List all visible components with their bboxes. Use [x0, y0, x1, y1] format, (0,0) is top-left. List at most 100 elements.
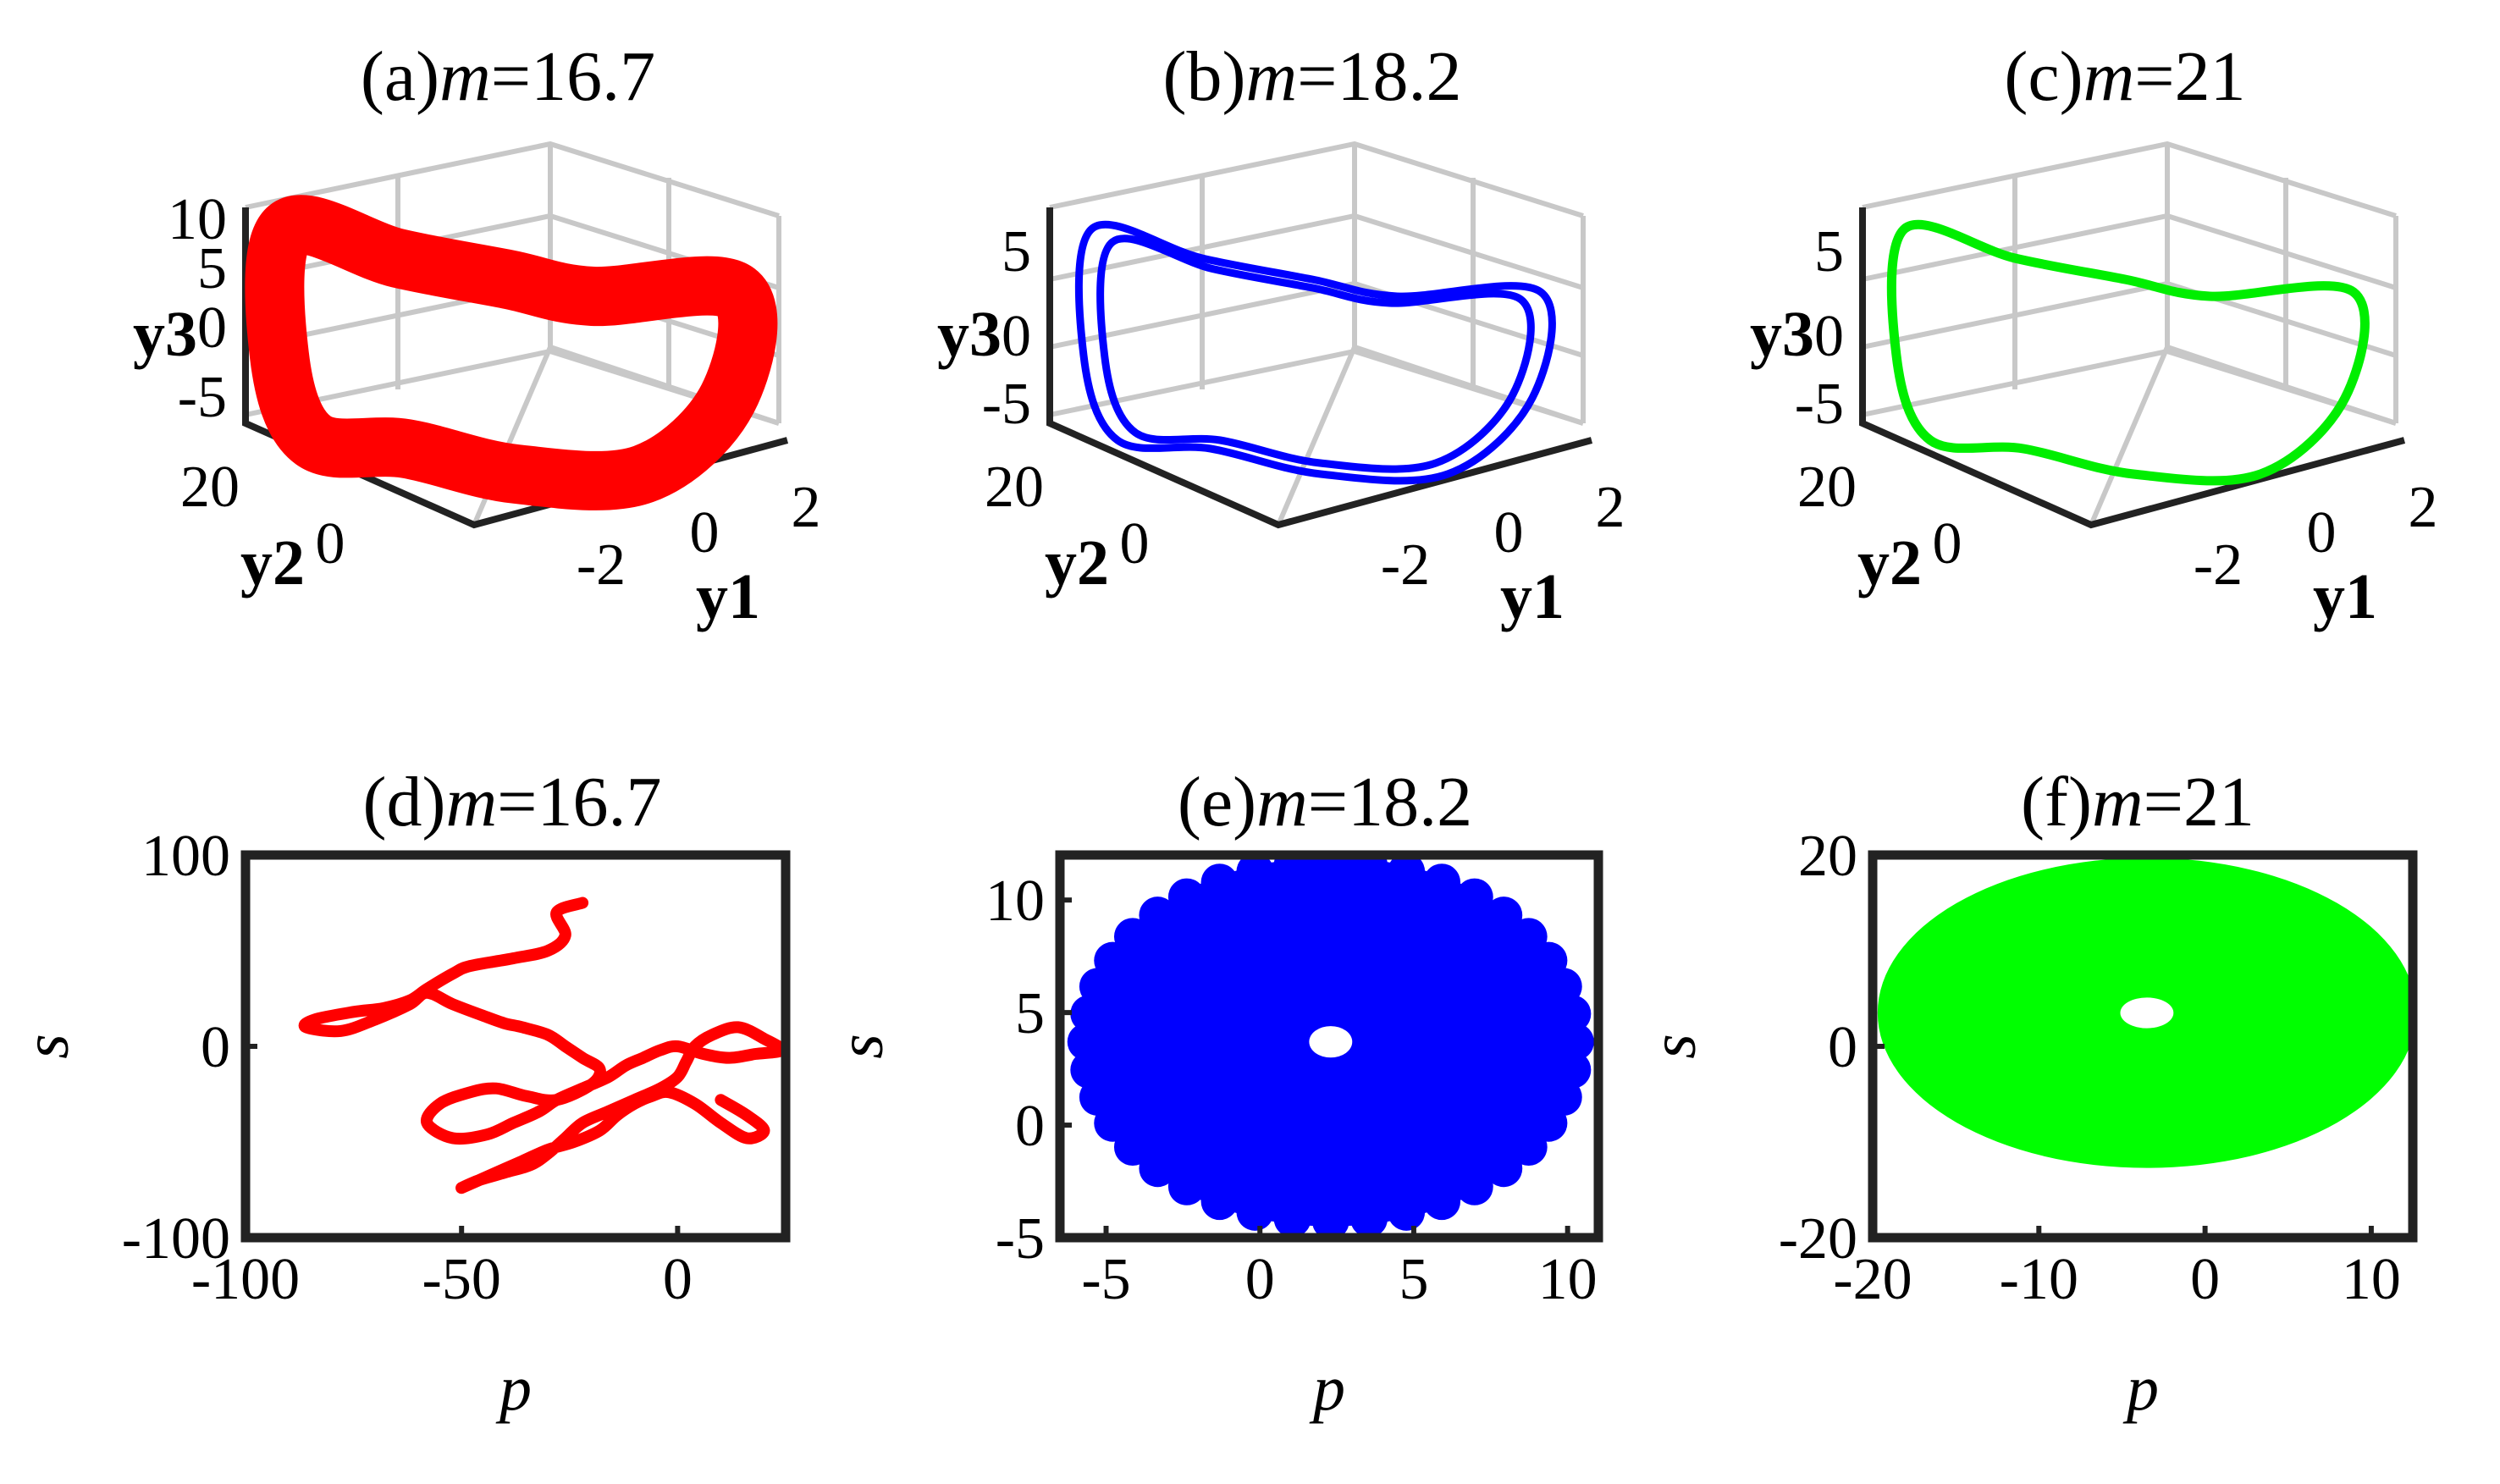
panel-title-a-var: m: [439, 37, 491, 116]
y-tick-label: 5: [1015, 981, 1045, 1046]
y-axis-label: s: [1638, 1034, 1709, 1059]
trajectory-point: [1485, 1150, 1523, 1188]
x-tick-label: -2: [2194, 532, 2243, 598]
grid-line: [1862, 141, 2397, 218]
trajectory-point: [1556, 1023, 1594, 1061]
z-axis-label: y3: [937, 299, 1002, 370]
z-tick-label: 5: [197, 236, 227, 301]
trajectory-point: [1554, 995, 1592, 1033]
y-tick-label: 20: [180, 455, 240, 520]
y-axis-label: y2: [240, 527, 305, 599]
z-tick-label: 0: [197, 295, 227, 361]
x-axis-label: p: [495, 1353, 532, 1424]
panel-title-e: (e)m=18.2: [1178, 763, 1472, 841]
y-tick-label: 0: [201, 1015, 230, 1080]
y-tick-label: 10: [985, 869, 1045, 934]
grid-verticals-inner: [1200, 175, 1476, 389]
plot-area: [1877, 858, 2413, 1168]
x-tick-label: -5: [1081, 1247, 1130, 1312]
y-tick-label: 0: [1120, 511, 1150, 576]
grid-line: [1049, 141, 1584, 218]
panel-title-e-value: =18.2: [1308, 763, 1472, 841]
y-tick-label: -100: [122, 1206, 230, 1272]
trajectory-band: [245, 195, 778, 510]
trajectory-point: [1139, 1150, 1177, 1188]
trajectory-point: [1350, 1200, 1388, 1238]
x-tick-label: 2: [1596, 475, 1625, 540]
z-tick-label: 10: [168, 187, 227, 252]
trajectory-point: [1350, 855, 1388, 884]
axes-3d: [1046, 207, 1593, 529]
grid-3d: [1860, 141, 2398, 527]
trajectory-point: [1200, 863, 1239, 902]
x-tick-label: 10: [2342, 1247, 2401, 1312]
trajectory-point: [1236, 855, 1274, 891]
trajectory-point: [1113, 918, 1151, 956]
grid-floor: [1276, 345, 1584, 527]
trajectory-outer: [1074, 220, 1556, 485]
grid-line: [1049, 212, 1584, 290]
panel-title-d-prefix: (d): [363, 763, 446, 841]
x-tick-label: -2: [1381, 532, 1430, 598]
y-tick-label: 0: [1015, 1094, 1045, 1159]
x-axis-label: y1: [1500, 561, 1565, 632]
grid-3d: [1047, 141, 1586, 527]
trajectory-point: [1273, 855, 1311, 884]
panel-title-d-var: m: [445, 763, 497, 841]
x-tick-label: 0: [2307, 500, 2337, 565]
panel-e: -5 0 5 10 10 5 0 -5 p s: [825, 850, 1603, 1424]
trajectory-point: [1067, 1023, 1105, 1061]
trajectory-point: [1311, 1202, 1349, 1238]
panel-title-c: (c)m=21: [2004, 37, 2245, 116]
x-axis-label: y1: [2313, 561, 2377, 632]
panel-title-b-var: m: [1245, 37, 1297, 116]
panel-title-a-value: =16.7: [491, 37, 655, 116]
axes-3d: [1859, 207, 2406, 529]
trajectory-point: [1139, 896, 1177, 935]
trajectory-point: [1485, 896, 1523, 935]
panel-title-b-value: =18.2: [1297, 37, 1461, 116]
trajectory-ring: [1078, 857, 1583, 1227]
grid-line: [245, 141, 780, 218]
y-axis-label: s: [825, 1034, 897, 1059]
x-tick-label: -100: [191, 1247, 300, 1312]
trajectory-inner: [1096, 234, 1535, 473]
trajectory: [1886, 219, 2370, 486]
x-tick-label: 5: [1399, 1247, 1428, 1312]
grid-line: [1862, 280, 2397, 358]
plot-frame: [1055, 850, 1603, 1243]
x-tick-label: -10: [2000, 1247, 2078, 1312]
y-tick-label: 100: [141, 824, 230, 889]
trajectory-curve: [298, 896, 786, 1194]
panel-title-f-var: m: [2092, 763, 2144, 841]
x-tick-label: 10: [1538, 1247, 1598, 1312]
panel-title-f-prefix: (f): [2021, 763, 2092, 841]
trajectory-point: [1423, 863, 1461, 902]
grid-line: [1862, 348, 2397, 426]
x-tick-label: 0: [1494, 500, 1524, 565]
x-tick-label: 0: [690, 500, 720, 565]
z-tick-label: -5: [1795, 372, 1844, 437]
x-tick-label: 2: [2409, 475, 2438, 540]
grid-verticals-inner: [2012, 175, 2288, 389]
x-tick-label: -2: [577, 532, 626, 598]
y-tick-label: 0: [316, 511, 345, 576]
y-tick-label: 20: [1798, 824, 1857, 889]
x-tick-label: 2: [792, 475, 821, 540]
trajectory-point: [1509, 1128, 1548, 1166]
x-axis-label: p: [2122, 1353, 2159, 1424]
y-axis-label: y2: [1045, 527, 1109, 599]
x-tick-label: 0: [663, 1247, 693, 1312]
z-tick-label: 5: [1814, 219, 1844, 284]
trajectory-point: [1167, 878, 1206, 916]
panel-f: -20 -10 0 10 20 0 -20 p s: [1638, 824, 2418, 1424]
panel-title-c-prefix: (c): [2004, 37, 2083, 116]
y-tick-label: 20: [1797, 455, 1857, 520]
trajectory-point: [1070, 1051, 1108, 1089]
y-axis-label: y2: [1857, 527, 1922, 599]
y-tick-label: 0: [1828, 1015, 1857, 1080]
x-axis-label: y1: [696, 561, 760, 632]
